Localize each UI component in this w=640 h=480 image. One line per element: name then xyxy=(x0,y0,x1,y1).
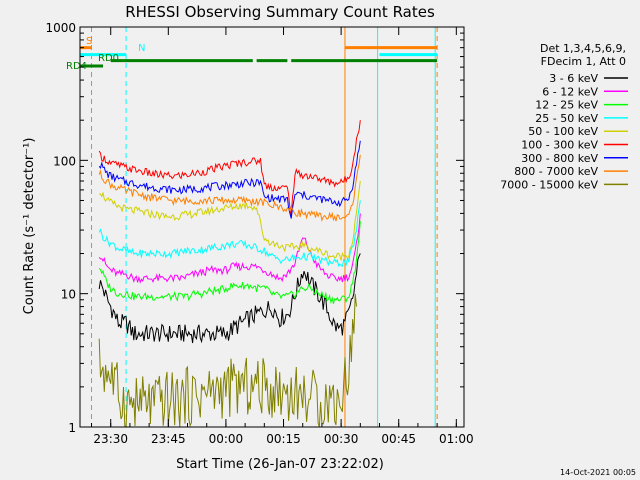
legend-label-0: 3 - 6 keV xyxy=(549,72,598,85)
annotation-rd4: RD4 xyxy=(66,61,87,72)
series-line-3 xyxy=(98,200,361,268)
y-axis-label: Count Rate (s⁻¹ detector⁻¹) xyxy=(22,138,37,315)
legend-label-5: 100 - 300 keV xyxy=(521,139,598,152)
chart-title: RHESSI Observing Summary Count Rates xyxy=(125,3,435,21)
series-line-1 xyxy=(98,213,361,284)
plot-frame xyxy=(79,26,465,428)
legend-label-8: 7000 - 15000 keV xyxy=(500,178,598,191)
series-line-7 xyxy=(98,154,361,223)
y-tick-label-0: 1 xyxy=(68,421,76,435)
x-tick-label-1: 23:45 xyxy=(151,432,186,446)
legend-label-7: 800 - 7000 keV xyxy=(514,165,598,178)
x-axis-label: Start Time (26-Jan-07 23:22:02) xyxy=(176,457,384,472)
x-tick-label-0: 23:30 xyxy=(93,432,128,446)
series-line-5 xyxy=(98,120,361,218)
y-tick-label-2: 100 xyxy=(53,154,76,168)
annotation-rd0: RD0 xyxy=(98,53,119,64)
annotation-s: S xyxy=(86,36,92,47)
legend-header-line-2: FDecim 1, Att 0 xyxy=(541,55,626,68)
x-tick-label-6: 01:00 xyxy=(439,432,474,446)
legend-label-3: 25 - 50 keV xyxy=(535,112,598,125)
series-line-2 xyxy=(98,221,361,305)
x-tick-label-4: 00:30 xyxy=(324,432,359,446)
series-line-0 xyxy=(98,253,361,344)
x-tick-label-5: 00:45 xyxy=(381,432,416,446)
legend-label-6: 300 - 800 keV xyxy=(521,152,598,165)
x-tick-label-3: 00:15 xyxy=(266,432,301,446)
x-tick-label-2: 00:00 xyxy=(209,432,244,446)
y-tick-label-1: 10 xyxy=(61,288,76,302)
series-line-6 xyxy=(98,140,361,219)
legend-label-1: 6 - 12 keV xyxy=(542,85,598,98)
y-tick-label-3: 1000 xyxy=(45,21,76,35)
legend-label-2: 12 - 25 keV xyxy=(535,99,598,112)
annotation-n: N xyxy=(138,43,145,54)
series-line-4 xyxy=(98,180,361,261)
legend-header-line-1: Det 1,3,4,5,6,9, xyxy=(540,42,626,55)
legend-label-4: 50 - 100 keV xyxy=(528,125,598,138)
series-line-8 xyxy=(98,293,357,429)
plot-area xyxy=(79,27,438,429)
footer-timestamp: 14-Oct-2021 00:05 xyxy=(560,468,636,477)
